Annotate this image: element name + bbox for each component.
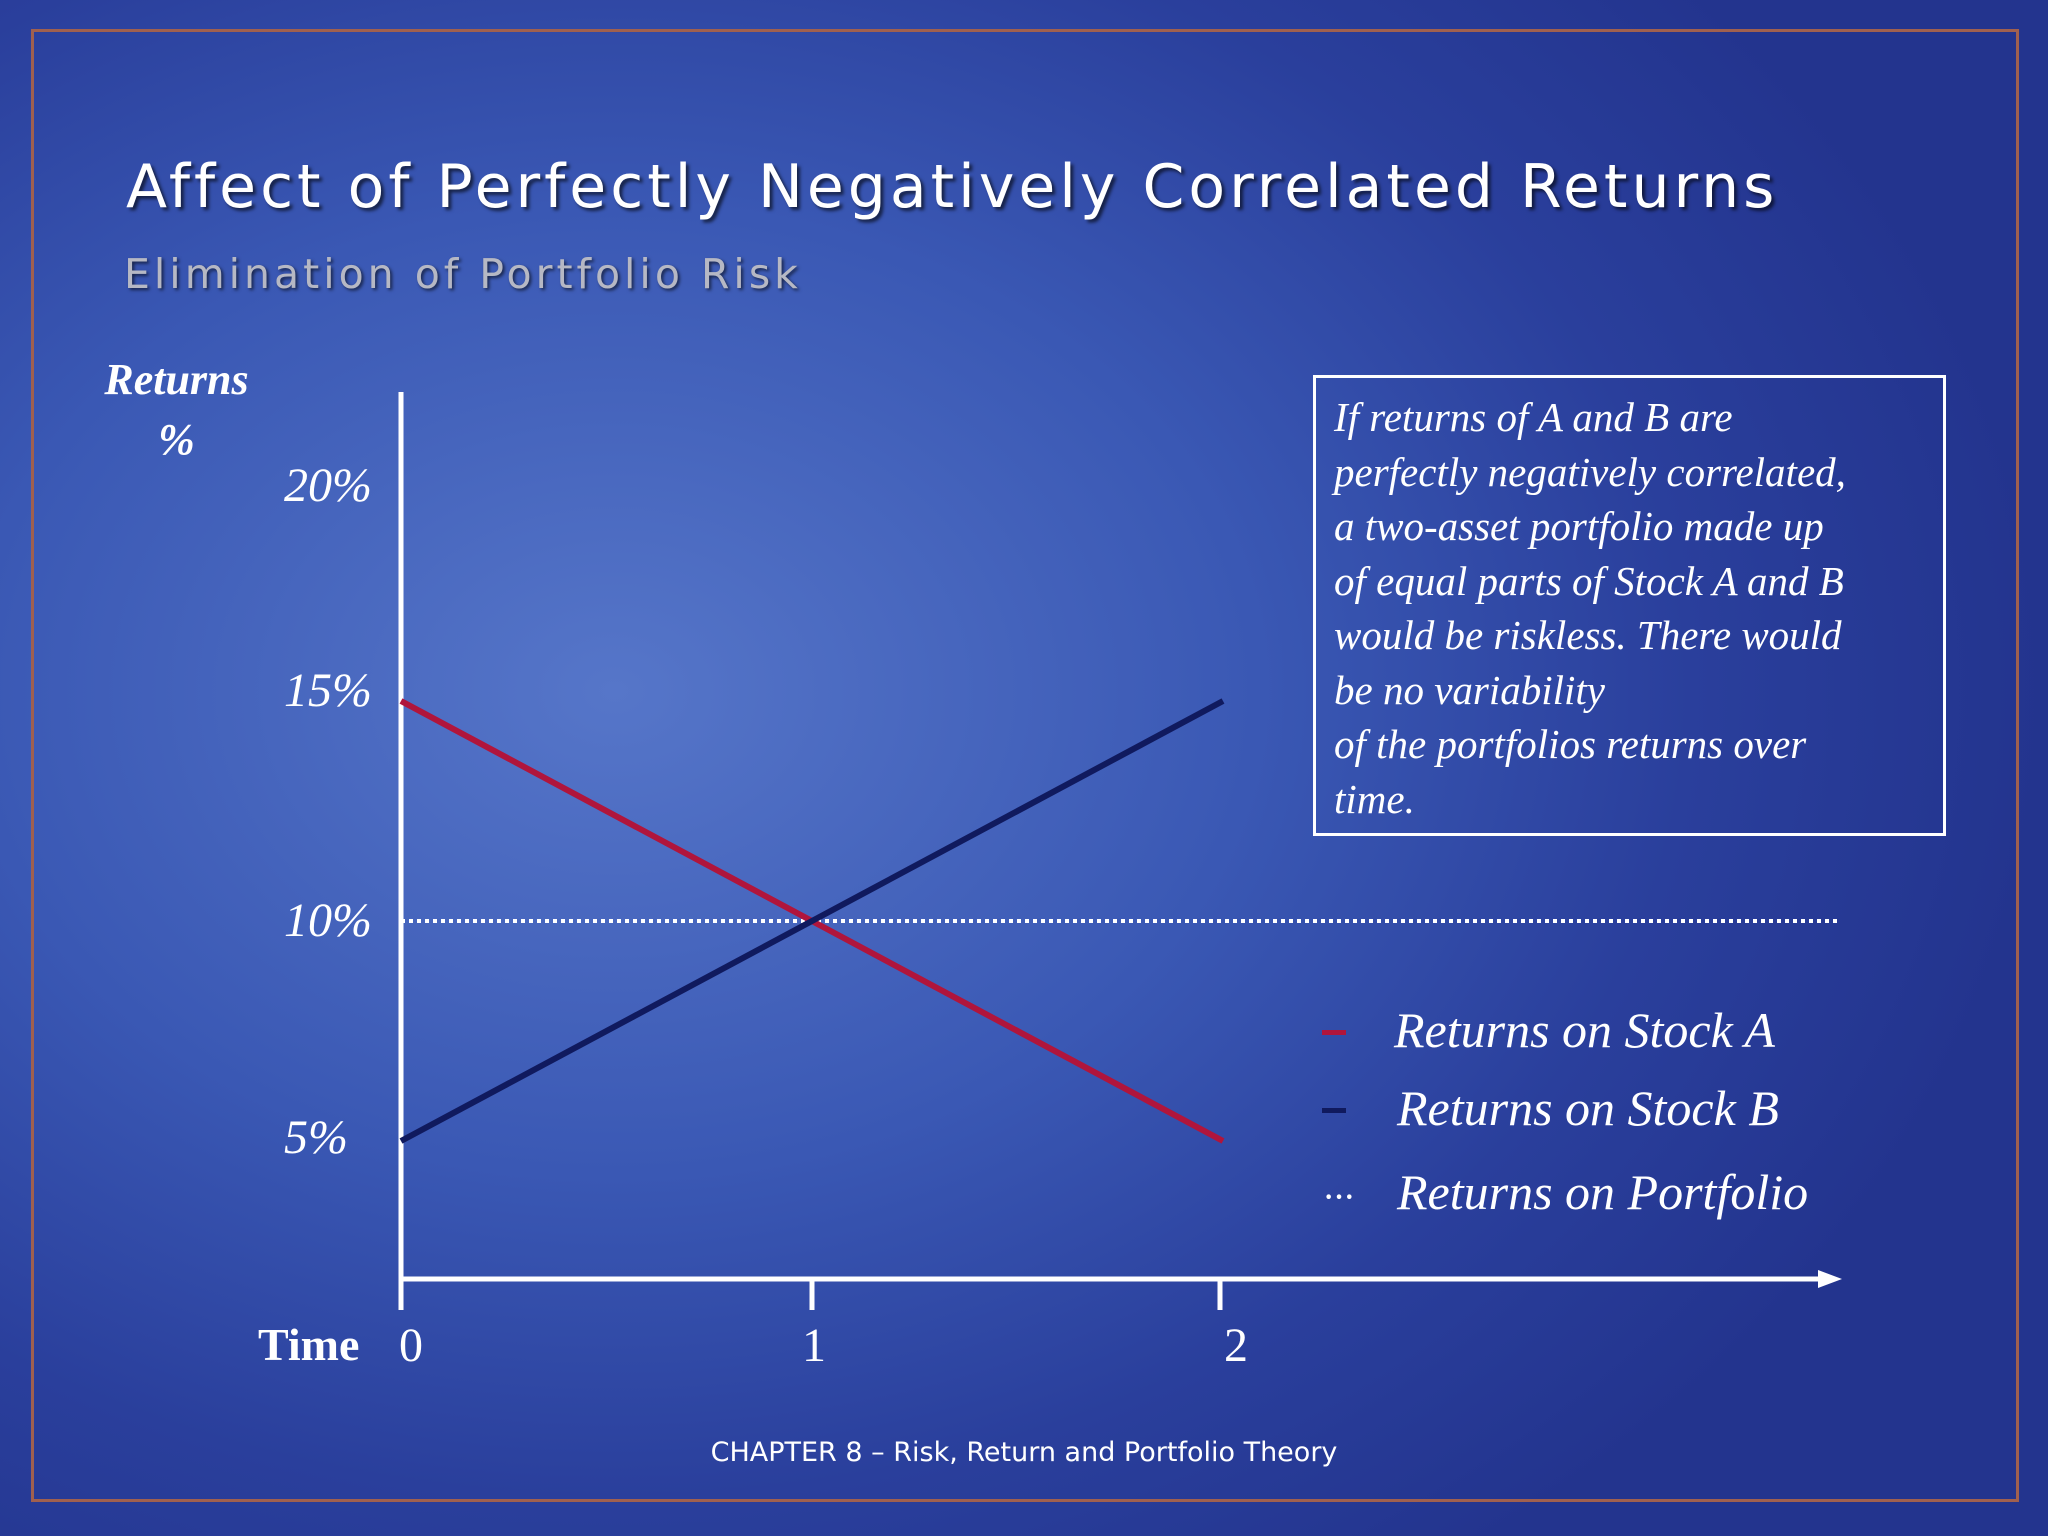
x-tick-label-0: 0 <box>399 1319 423 1372</box>
explanation-note: If returns of A and B are perfectly nega… <box>1313 375 1946 836</box>
note-line: time. <box>1334 775 1415 822</box>
note-line: of the portfolios returns over <box>1334 721 1807 767</box>
legend-item-stock-a: Returns on Stock A <box>1320 1000 1840 1060</box>
y-tick-label-5: 5% <box>284 1111 348 1164</box>
x-axis-label: Time <box>258 1319 360 1370</box>
legend-label-stock-b: Returns on Stock B <box>1397 1080 1779 1136</box>
note-line: would be riskless. There would <box>1334 612 1842 658</box>
legend-dots-icon: ··· <box>1324 1182 1356 1213</box>
slide-footer: CHAPTER 8 – Risk, Return and Portfolio T… <box>710 1437 1338 1468</box>
legend-swatch-stock-a <box>1322 1030 1346 1035</box>
legend-label-stock-a: Returns on Stock A <box>1394 1002 1775 1058</box>
note-line: If returns of A and B are <box>1334 394 1733 440</box>
y-axis-label: Returns % <box>84 350 269 470</box>
x-tick-label-1: 1 <box>802 1319 826 1372</box>
y-tick-label-20: 20% <box>284 459 372 512</box>
legend-label-portfolio: Returns on Portfolio <box>1397 1164 1809 1220</box>
note-line: of equal parts of Stock A and B <box>1334 557 1844 604</box>
legend-item-portfolio: ··· Returns on Portfolio <box>1320 1162 1840 1222</box>
y-axis-label-line-1: Returns <box>104 355 249 404</box>
note-line: perfectly negatively correlated, <box>1334 448 1846 495</box>
note-line: a two-asset portfolio made up <box>1334 503 1824 549</box>
x-axis-arrow-icon <box>1818 1270 1842 1288</box>
legend-swatch-stock-b <box>1322 1108 1346 1113</box>
y-tick-label-10: 10% <box>284 894 372 947</box>
slide-title: Affect of Perfectly Negatively Correlate… <box>126 152 1779 222</box>
y-axis-label-line-2: % <box>158 415 195 464</box>
x-tick-label-2: 2 <box>1224 1319 1248 1372</box>
note-line: be no variability <box>1334 666 1606 713</box>
legend-item-stock-b: Returns on Stock B <box>1320 1078 1840 1138</box>
series-line-returns-on-stock-b <box>399 698 1225 1144</box>
y-tick-label-15: 15% <box>284 664 372 717</box>
slide-subtitle: Elimination of Portfolio Risk <box>124 250 802 298</box>
